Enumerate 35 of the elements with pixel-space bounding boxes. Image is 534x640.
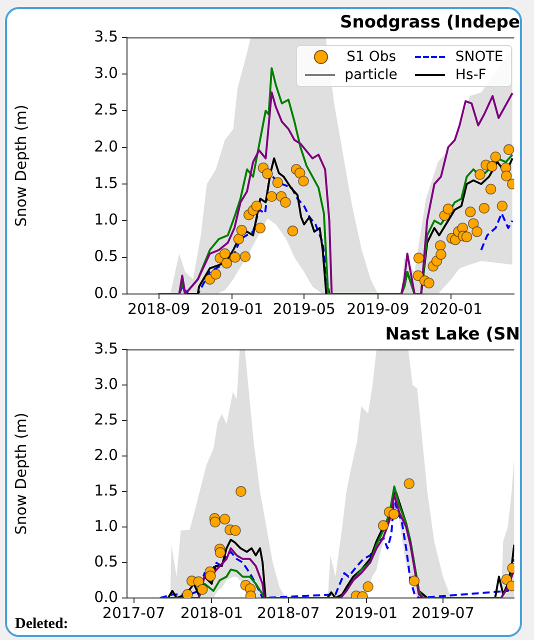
y-tick-label: 2.5 bbox=[94, 100, 118, 119]
y-tick-label: 2.0 bbox=[94, 446, 118, 464]
legend-label: Hs-F bbox=[455, 67, 486, 84]
y-tick-label: 1.0 bbox=[94, 516, 118, 535]
y-tick-label: 1.0 bbox=[94, 210, 118, 229]
x-tick-label: 2019-07 bbox=[412, 604, 474, 622]
y-tick-label: 2.0 bbox=[94, 137, 118, 156]
chart-title: Nast Lake (SN bbox=[385, 324, 520, 345]
y-tick-label: 3.5 bbox=[94, 27, 118, 46]
legend-label: S1 Obs bbox=[346, 49, 396, 66]
x-tick-label: 2019-01 bbox=[200, 300, 264, 318]
y-axis-title: Snow Depth (m) bbox=[12, 412, 30, 535]
x-tick-label: 2019-09 bbox=[346, 300, 410, 318]
y-tick-label: 1.5 bbox=[94, 481, 118, 500]
x-tick-label: 2020-01 bbox=[420, 300, 483, 318]
y-tick-label: 3.0 bbox=[94, 374, 118, 393]
y-tick-label: 0.5 bbox=[94, 552, 118, 570]
x-tick-label: 2018-07 bbox=[257, 604, 320, 622]
y-tick-label: 0.0 bbox=[94, 284, 118, 302]
y-axis-title: Snow Depth (m) bbox=[12, 104, 30, 227]
x-tick-label: 2018-09 bbox=[127, 300, 190, 318]
chart-title: Snodgrass (Indepe bbox=[340, 12, 520, 33]
x-tick-label: 2018-01 bbox=[180, 604, 244, 622]
y-tick-label: 3.0 bbox=[94, 64, 118, 82]
legend-label: SNOTE bbox=[455, 49, 504, 66]
y-tick-label: 0.0 bbox=[94, 588, 118, 606]
x-tick-label: 2019-05 bbox=[272, 300, 336, 318]
legend-label: particle bbox=[344, 67, 398, 84]
text: Deleted: bbox=[15, 616, 68, 633]
x-tick-label: 2017-07 bbox=[102, 604, 166, 622]
x-tick-label: 2019-01 bbox=[335, 604, 398, 622]
y-tick-label: 2.5 bbox=[94, 410, 118, 428]
y-tick-label: 1.5 bbox=[94, 174, 118, 192]
y-tick-label: 3.5 bbox=[94, 339, 118, 358]
y-tick-label: 0.5 bbox=[94, 247, 118, 266]
